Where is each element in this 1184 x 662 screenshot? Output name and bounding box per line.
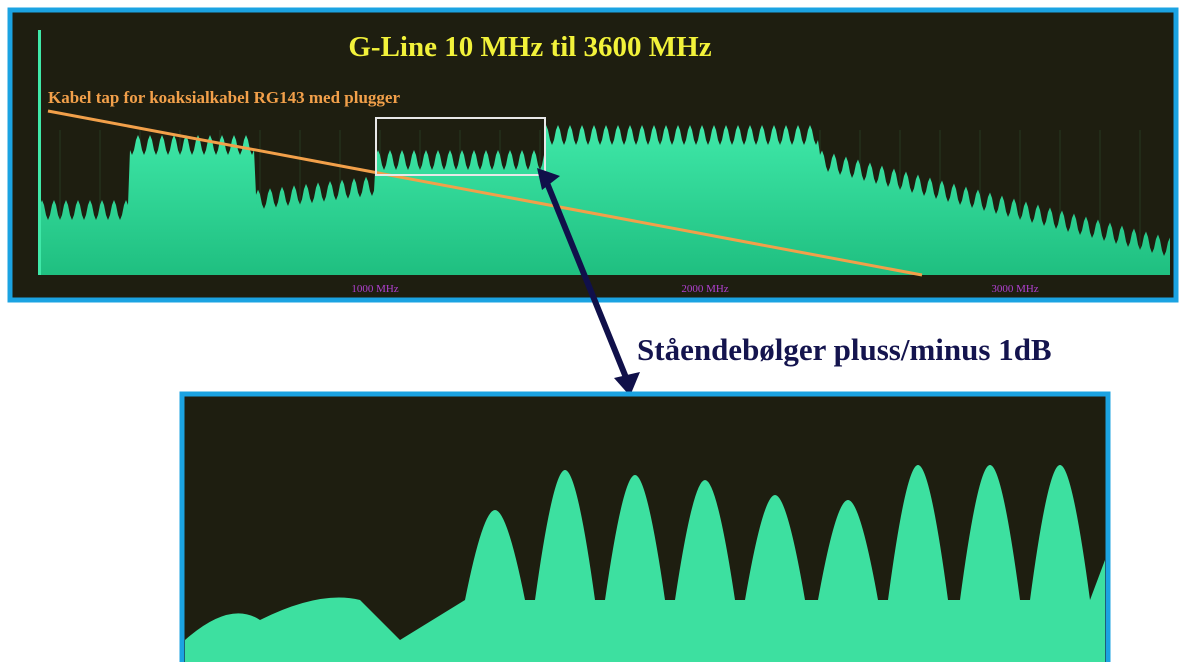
page: G-Line 10 MHz til 3600 MHz Kabel tap for…	[0, 0, 1184, 662]
composite: G-Line 10 MHz til 3600 MHz Kabel tap for…	[0, 0, 1184, 662]
annotation: Ståendebølger pluss/minus 1dB	[637, 332, 1052, 367]
title: G-Line 10 MHz til 3600 MHz	[348, 31, 711, 63]
freq-label: 2000 MHz	[681, 283, 728, 295]
marker	[38, 30, 41, 275]
cable-label: Kabel tap for koaksialkabel RG143 med pl…	[48, 88, 400, 107]
freq-label: 1000 MHz	[351, 283, 398, 295]
freq-label: 3000 MHz	[991, 283, 1038, 295]
